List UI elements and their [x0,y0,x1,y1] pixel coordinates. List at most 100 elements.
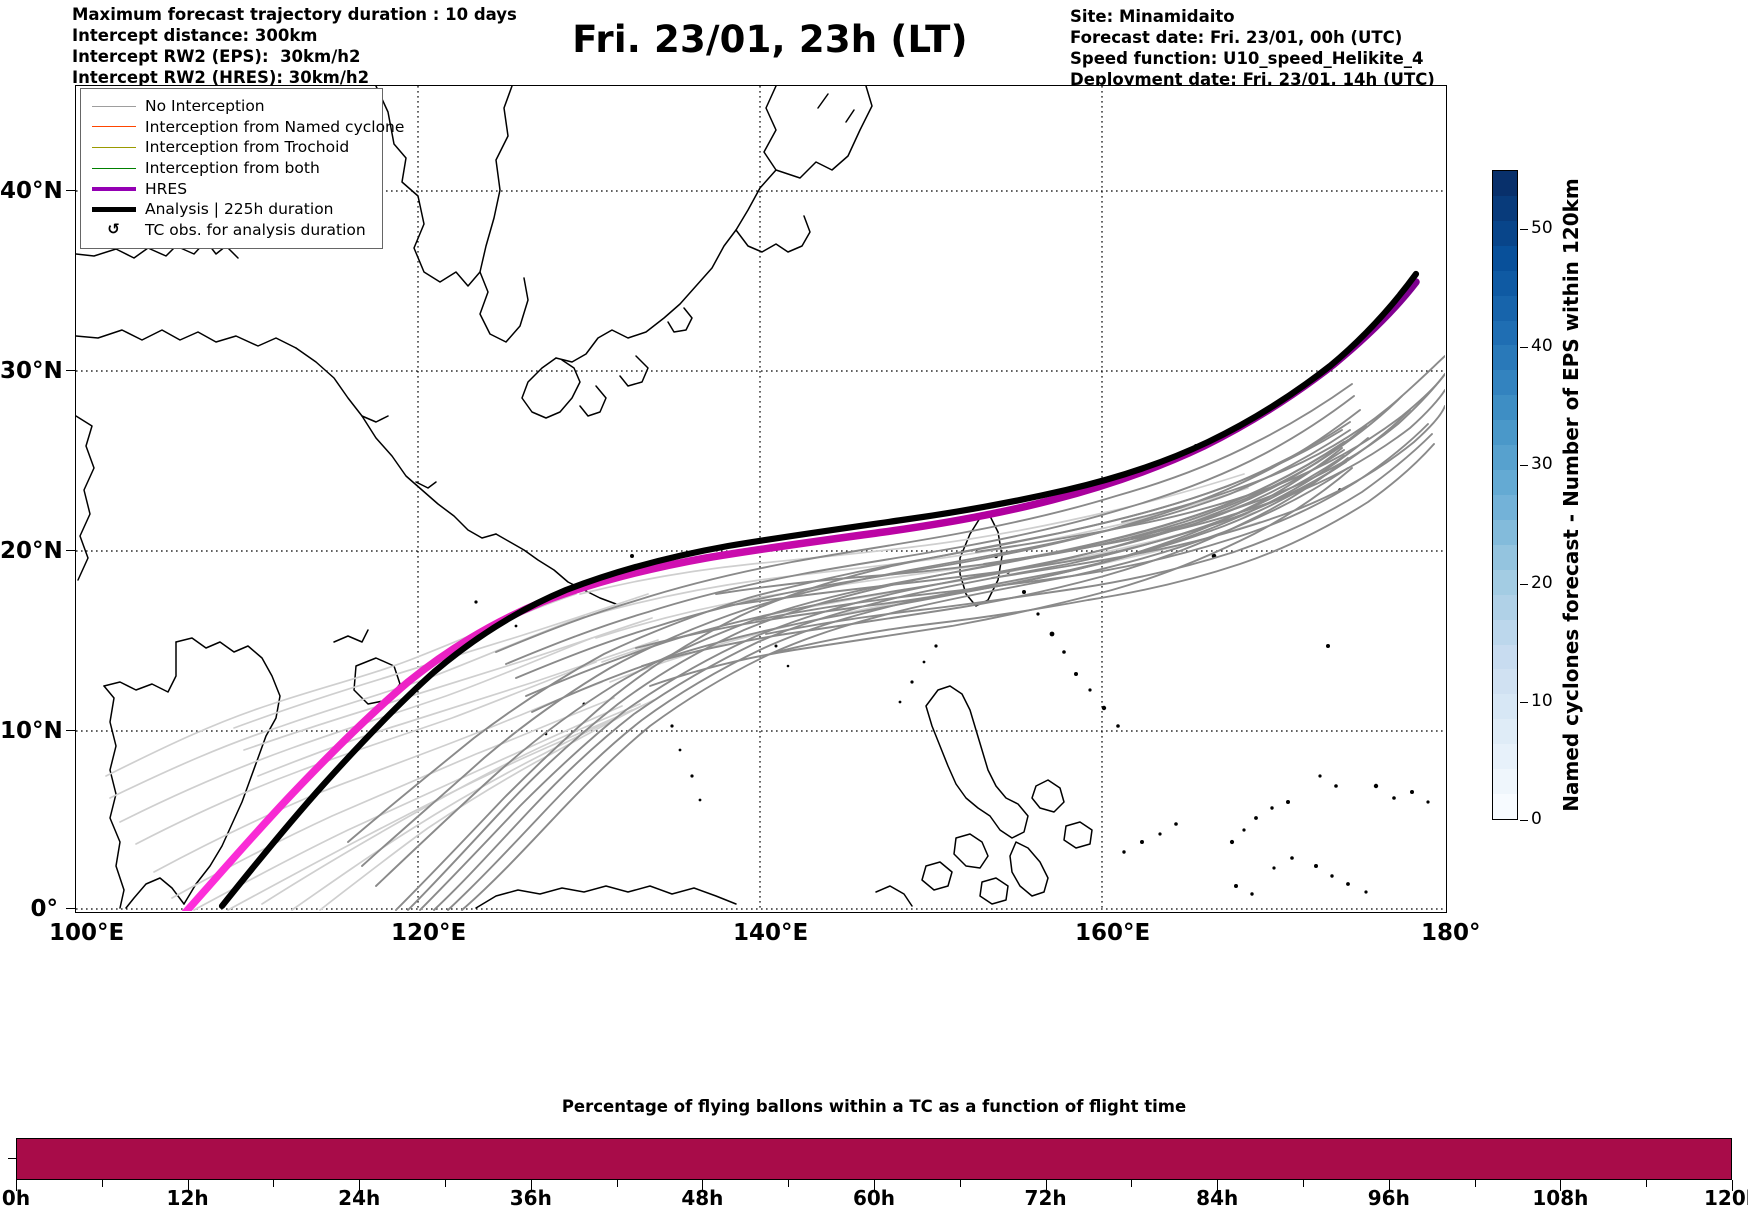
x-axis-label-100E: 100°E [49,920,125,946]
flight-time-label: 36h [509,1186,552,1210]
legend-line [91,105,136,107]
flight-time-tick [16,1180,17,1191]
colorbar-tick-label: 30 [1531,454,1553,475]
legend-item-3[interactable]: Interception from both [90,158,373,179]
header-right-info: Site: Minamidaito Forecast date: Fri. 23… [1070,7,1435,90]
colorbar-tick [1520,229,1528,231]
colorbar-tick-label: 20 [1531,572,1553,593]
flight-time-tick [530,1180,532,1191]
flight-time-label: 12h [166,1186,209,1210]
legend-line-swatch [90,167,137,169]
flight-time-label: 60h [852,1186,896,1210]
flight-time-tick [874,1180,875,1191]
colorbar-segment [1493,445,1517,471]
y-axis-label-40: 40°N [0,178,63,204]
colorbar-segment [1493,669,1517,695]
legend-item-5[interactable]: Analysis | 225h duration [90,199,373,220]
colorbar-segment [1493,220,1517,246]
legend-item-label: No Interception [145,97,265,116]
y-tick-10 [66,730,75,731]
colorbar-segment [1493,544,1517,570]
colorbar-segment [1493,270,1517,296]
colorbar-segment [1493,769,1517,795]
flight-time-tick [1732,1180,1733,1191]
analysis-trajectory [218,270,1420,910]
flight-time-label: 84h [1196,1186,1239,1210]
legend-item-label: TC obs. for analysis duration [145,220,366,239]
legend-line-swatch [90,126,137,128]
page-title: Fri. 23/01, 23h (LT) [572,18,968,61]
legend-line [91,126,136,128]
y-axis-label-0: 0° [30,896,58,922]
bottom-bar-y-tick [8,1158,16,1159]
flight-time-tick [187,1180,189,1191]
flight-time-tick [959,1180,961,1187]
legend-item-label: HRES [145,179,188,198]
legend-item-label: Interception from Trochoid [145,138,350,157]
colorbar-segment [1493,171,1517,196]
colorbar-segment [1493,195,1517,221]
x-axis-label-160E: 160°E [1075,920,1151,946]
legend-line-swatch [90,186,137,191]
colorbar-segment [1493,519,1517,545]
colorbar-segment [1493,420,1517,446]
flight-time-tick [1646,1180,1648,1187]
y-axis-label-10: 10°N [0,718,63,744]
legend-item-2[interactable]: Interception from Trochoid [90,137,373,158]
colorbar-segment [1493,744,1517,770]
balloon-percentage-fill [17,1139,1731,1179]
legend-item-4[interactable]: HRES [90,178,373,199]
flight-time-label: 24h [338,1186,381,1210]
flight-time-label: 96h [1367,1186,1410,1210]
colorbar-tick [1520,820,1528,821]
legend-item-0[interactable]: No Interception [90,96,373,117]
flight-time-tick [1388,1180,1390,1191]
flight-time-tick [359,1180,361,1191]
map-legend[interactable]: No Interception Interception from Named c… [80,88,404,250]
bottom-bar-title: Percentage of flying ballons within a TC… [561,1097,1187,1116]
flight-time-axis[interactable] [16,1138,1732,1180]
legend-item-label: Interception from both [145,159,320,178]
x-axis-label-180: 180° [1421,920,1481,946]
legend-item-6[interactable]: ↺ TC obs. for analysis duration [90,220,373,241]
flight-time-label: 0h [1,1186,31,1210]
flight-time-tick [788,1180,790,1187]
flight-time-tick [1474,1180,1476,1187]
y-tick-40 [66,190,75,191]
flight-time-tick [1045,1180,1047,1191]
colorbar-tick [1520,347,1528,349]
colorbar-segment [1493,594,1517,620]
legend-item-1[interactable]: Interception from Named cyclone [90,117,404,138]
colorbar-title: Named cyclones forecast - Number of EPS … [1556,170,1586,820]
colorbar-segment [1493,794,1517,819]
flight-time-label: 72h [1024,1186,1067,1210]
flight-time-tick [616,1180,618,1187]
flight-time-tick [445,1180,446,1187]
x-axis-label-120E: 120°E [391,920,467,946]
cyclone-glyph: ↺ [107,220,120,239]
colorbar-segment [1493,345,1517,371]
colorbar-segment [1493,719,1517,745]
flight-time-tick [1131,1180,1133,1187]
colorbar-segment [1493,619,1517,645]
y-tick-20 [66,550,75,551]
colorbar-segment [1493,320,1517,346]
colorbar-tick [1520,701,1528,703]
cyclone-icon: ↺ [90,222,137,237]
colorbar-title-text: Named cyclones forecast - Number of EPS … [1559,178,1584,812]
colorbar-segment [1493,245,1517,271]
legend-line-swatch [90,105,137,107]
colorbar-segment [1493,295,1517,321]
legend-line [91,167,136,169]
colorbar-tick-label: 10 [1531,690,1553,711]
legend-item-label: Analysis | 225h duration [145,200,334,219]
colorbar-segment [1493,494,1517,520]
colorbar-tick-label: 50 [1531,218,1553,239]
y-axis-label-20: 20°N [0,538,63,564]
flight-time-label: 108h [1532,1186,1589,1210]
flight-time-tick [1303,1180,1304,1187]
legend-line [91,206,136,212]
x-axis-label-140E: 140°E [733,920,809,946]
map-canvas [76,86,1445,911]
eps-ensemble-dark [347,355,1445,911]
